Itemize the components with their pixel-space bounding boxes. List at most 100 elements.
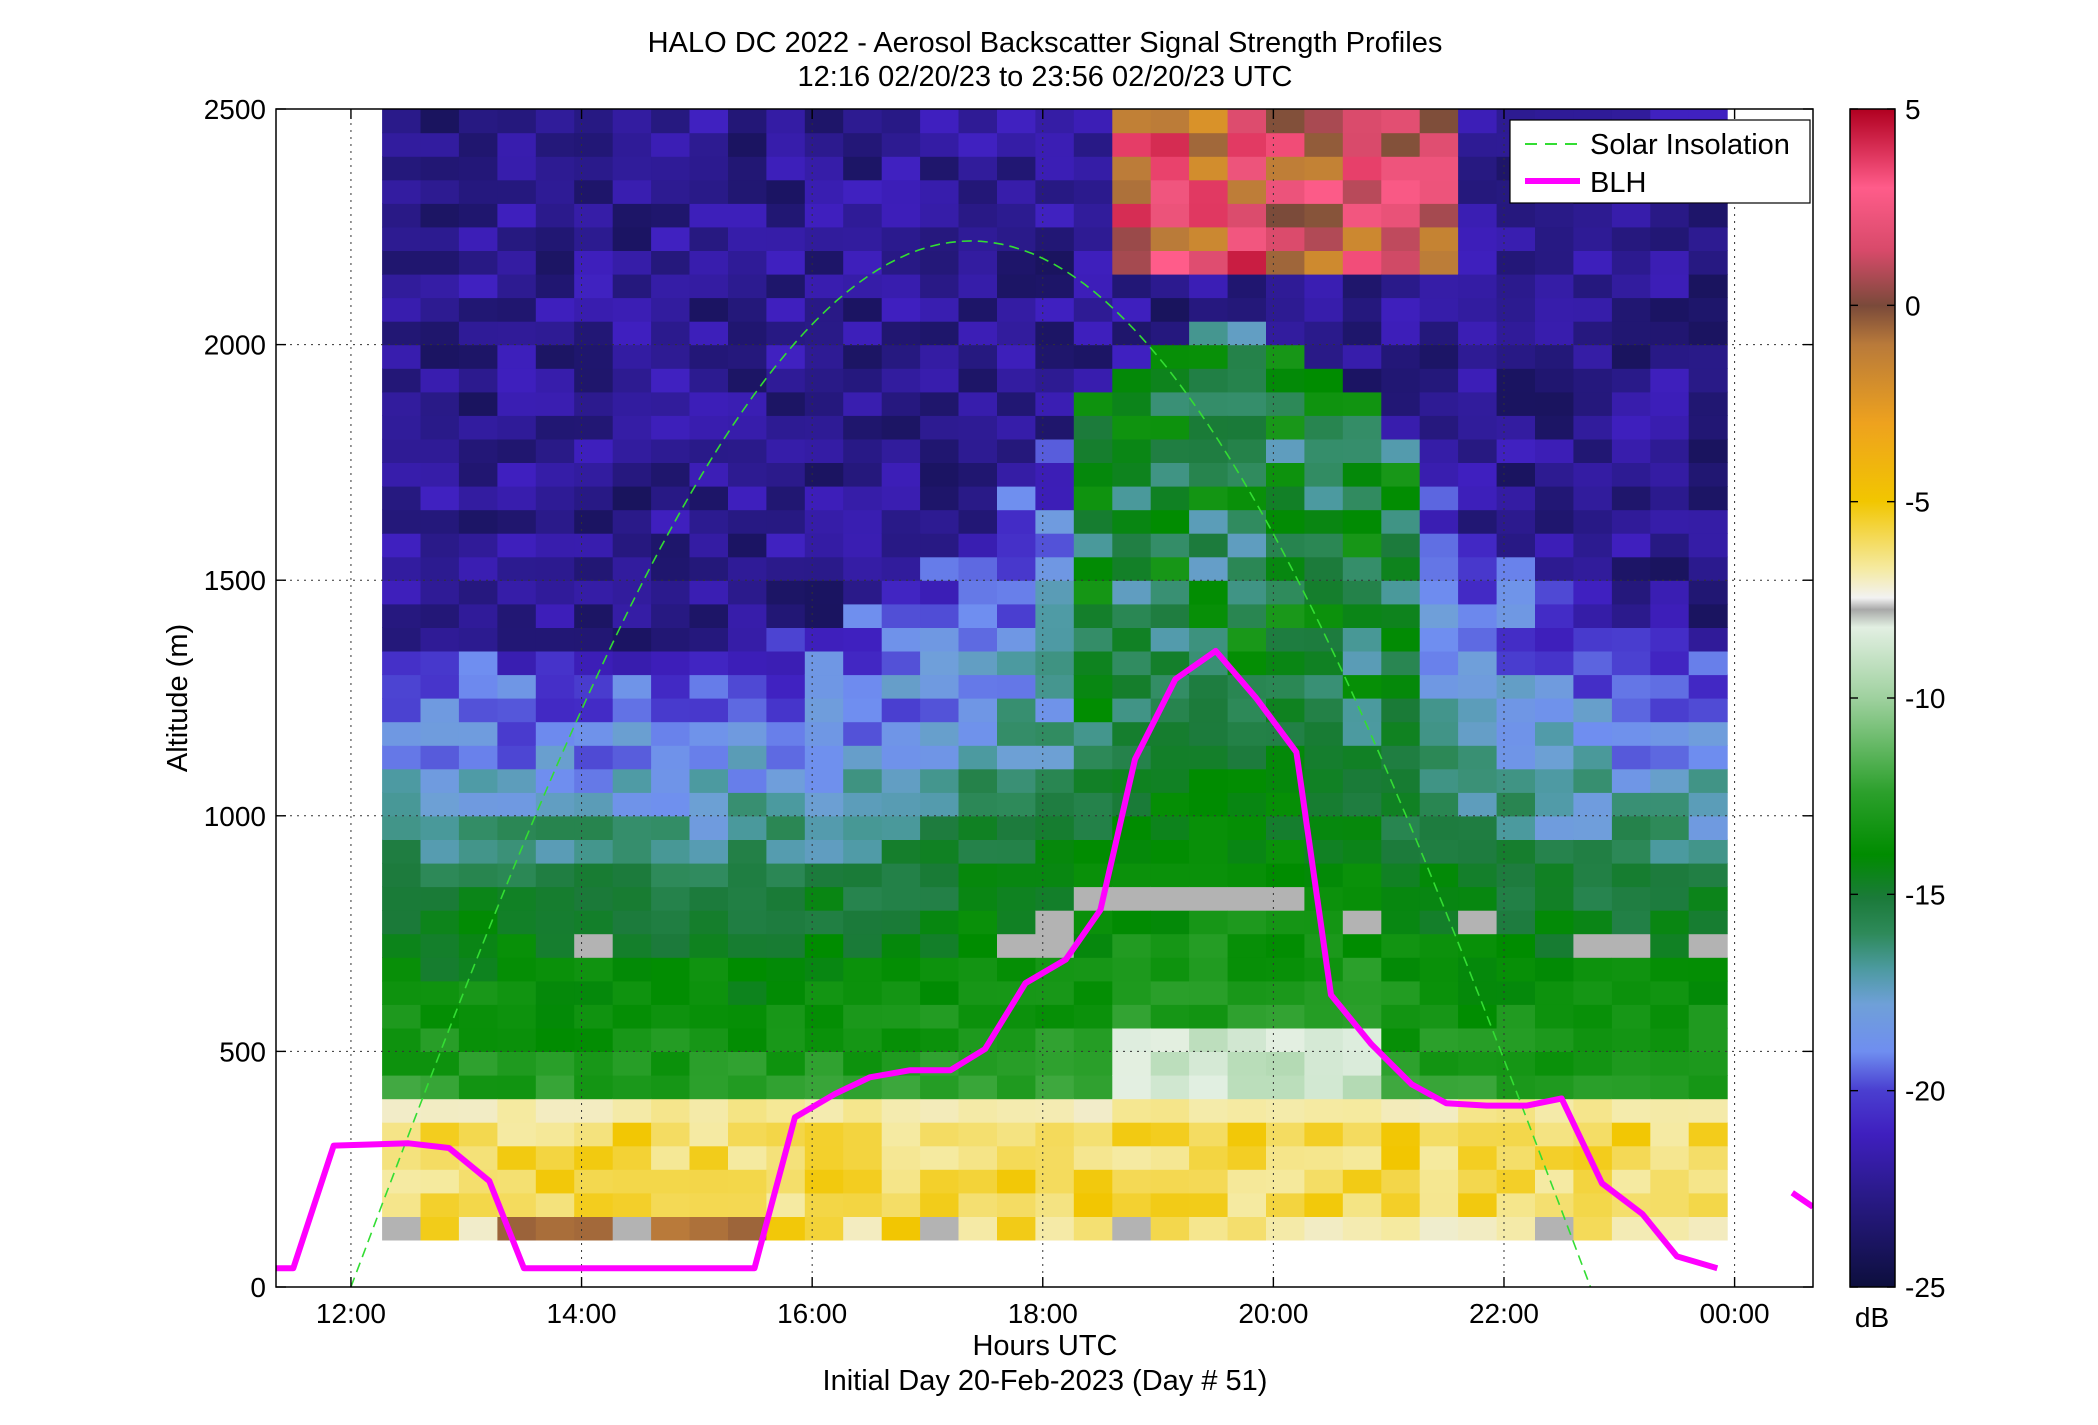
- heatmap-cell: [1342, 1169, 1382, 1194]
- heatmap-cell: [1035, 580, 1075, 605]
- heatmap-cell: [804, 250, 844, 275]
- heatmap-cell: [1189, 273, 1229, 299]
- heatmap-cell: [1419, 226, 1459, 251]
- heatmap-cell: [535, 980, 575, 1005]
- heatmap-cell: [1535, 957, 1574, 982]
- heatmap-cell: [689, 627, 729, 652]
- heatmap-cell: [1496, 1216, 1536, 1241]
- heatmap-cell: [612, 438, 652, 463]
- heatmap-cell: [1611, 321, 1651, 346]
- x-tick-label: 20:00: [1238, 1298, 1308, 1329]
- heatmap-cell: [920, 650, 960, 676]
- heatmap-cell: [766, 792, 806, 817]
- heatmap-cell: [920, 415, 960, 440]
- heatmap-cell: [1688, 297, 1728, 322]
- heatmap-cell: [1342, 1192, 1382, 1217]
- heatmap-cell: [881, 462, 921, 487]
- heatmap-cell: [1535, 1122, 1574, 1147]
- heatmap-cell: [651, 886, 691, 911]
- heatmap-cell: [458, 957, 498, 982]
- heatmap-cell: [535, 415, 575, 440]
- heatmap-cell: [1688, 344, 1728, 369]
- heatmap-cell: [612, 1075, 652, 1100]
- heatmap-cell: [651, 438, 691, 463]
- heatmap-cell: [1419, 1169, 1459, 1194]
- heatmap-cell: [1304, 721, 1344, 746]
- heatmap-cell: [1611, 627, 1651, 652]
- heatmap-cell: [958, 462, 998, 487]
- heatmap-cell: [1304, 886, 1344, 911]
- heatmap-cell: [1150, 226, 1190, 251]
- heatmap-cell: [1227, 321, 1267, 346]
- heatmap-cell: [804, 179, 844, 204]
- heatmap-cell: [728, 132, 767, 157]
- heatmap-cell: [728, 792, 767, 817]
- heatmap-cell: [420, 226, 460, 251]
- heatmap-cell: [535, 1098, 575, 1123]
- heatmap-cell: [651, 273, 691, 299]
- heatmap-cell: [689, 862, 729, 888]
- heatmap-cell: [1650, 1098, 1690, 1123]
- heatmap-cell: [535, 533, 575, 558]
- heatmap-cell: [1304, 1145, 1344, 1170]
- heatmap-cell: [651, 1098, 691, 1123]
- heatmap-cell: [497, 109, 537, 134]
- heatmap-cell: [1535, 1051, 1574, 1076]
- heatmap-cell: [497, 391, 537, 416]
- heatmap-cell: [766, 509, 806, 534]
- heatmap-cell: [1035, 156, 1075, 181]
- heatmap-cell: [1611, 344, 1651, 369]
- heatmap-cell: [1342, 273, 1382, 299]
- heatmap-cell: [458, 109, 498, 134]
- heatmap-cell: [1496, 533, 1536, 558]
- heatmap-cell: [1189, 580, 1229, 605]
- heatmap-cell: [689, 698, 729, 723]
- heatmap-cell: [997, 321, 1036, 346]
- heatmap-cell: [1342, 580, 1382, 605]
- heatmap-cell: [1419, 1122, 1459, 1147]
- heatmap-cell: [1189, 980, 1229, 1005]
- heatmap-cell: [420, 132, 460, 157]
- heatmap-cell: [728, 368, 767, 393]
- heatmap-cell: [1419, 1145, 1459, 1170]
- heatmap-cell: [1688, 226, 1728, 251]
- heatmap-cell: [1611, 957, 1651, 982]
- heatmap-cell: [689, 886, 729, 911]
- heatmap-cell: [1189, 768, 1229, 793]
- heatmap-cell: [804, 1145, 844, 1170]
- heatmap-cell: [920, 556, 960, 581]
- heatmap-cell: [1266, 462, 1305, 487]
- heatmap-cell: [1496, 980, 1536, 1005]
- heatmap-cell: [1650, 1169, 1690, 1194]
- heatmap-cell: [574, 933, 614, 958]
- heatmap-cell: [1496, 792, 1536, 817]
- heatmap-cell: [958, 815, 998, 840]
- heatmap-cell: [651, 910, 691, 935]
- heatmap-cell: [843, 415, 883, 440]
- heatmap-cell: [497, 344, 537, 369]
- heatmap-cell: [497, 721, 537, 746]
- heatmap-cell: [804, 650, 844, 676]
- heatmap-cell: [997, 839, 1036, 864]
- heatmap-cell: [1304, 132, 1344, 157]
- heatmap-cell: [1304, 698, 1344, 723]
- heatmap-cell: [1381, 250, 1421, 275]
- heatmap-cell: [1304, 1004, 1344, 1029]
- heatmap-cell: [458, 344, 498, 369]
- heatmap-cell: [1112, 1169, 1152, 1194]
- heatmap-cell: [1650, 627, 1690, 652]
- heatmap-cell: [1342, 297, 1382, 322]
- heatmap-cell: [1573, 344, 1613, 369]
- heatmap-cell: [920, 368, 960, 393]
- heatmap-cell: [1611, 226, 1651, 251]
- heatmap-cell: [1688, 792, 1728, 817]
- heatmap-cell: [881, 203, 921, 228]
- heatmap-cell: [1227, 792, 1267, 817]
- heatmap-cell: [382, 415, 422, 440]
- heatmap-cell: [1227, 603, 1267, 628]
- heatmap-cell: [1573, 768, 1613, 793]
- heatmap-cell: [1073, 580, 1113, 605]
- heatmap-cell: [497, 1169, 537, 1194]
- heatmap-cell: [612, 580, 652, 605]
- heatmap-cell: [535, 957, 575, 982]
